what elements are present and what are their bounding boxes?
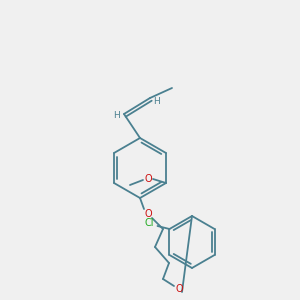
Text: H: H xyxy=(114,112,120,121)
Text: O: O xyxy=(175,284,183,294)
Text: O: O xyxy=(144,174,152,184)
Text: H: H xyxy=(154,97,160,106)
Text: O: O xyxy=(144,209,152,219)
Text: Cl: Cl xyxy=(145,218,154,228)
